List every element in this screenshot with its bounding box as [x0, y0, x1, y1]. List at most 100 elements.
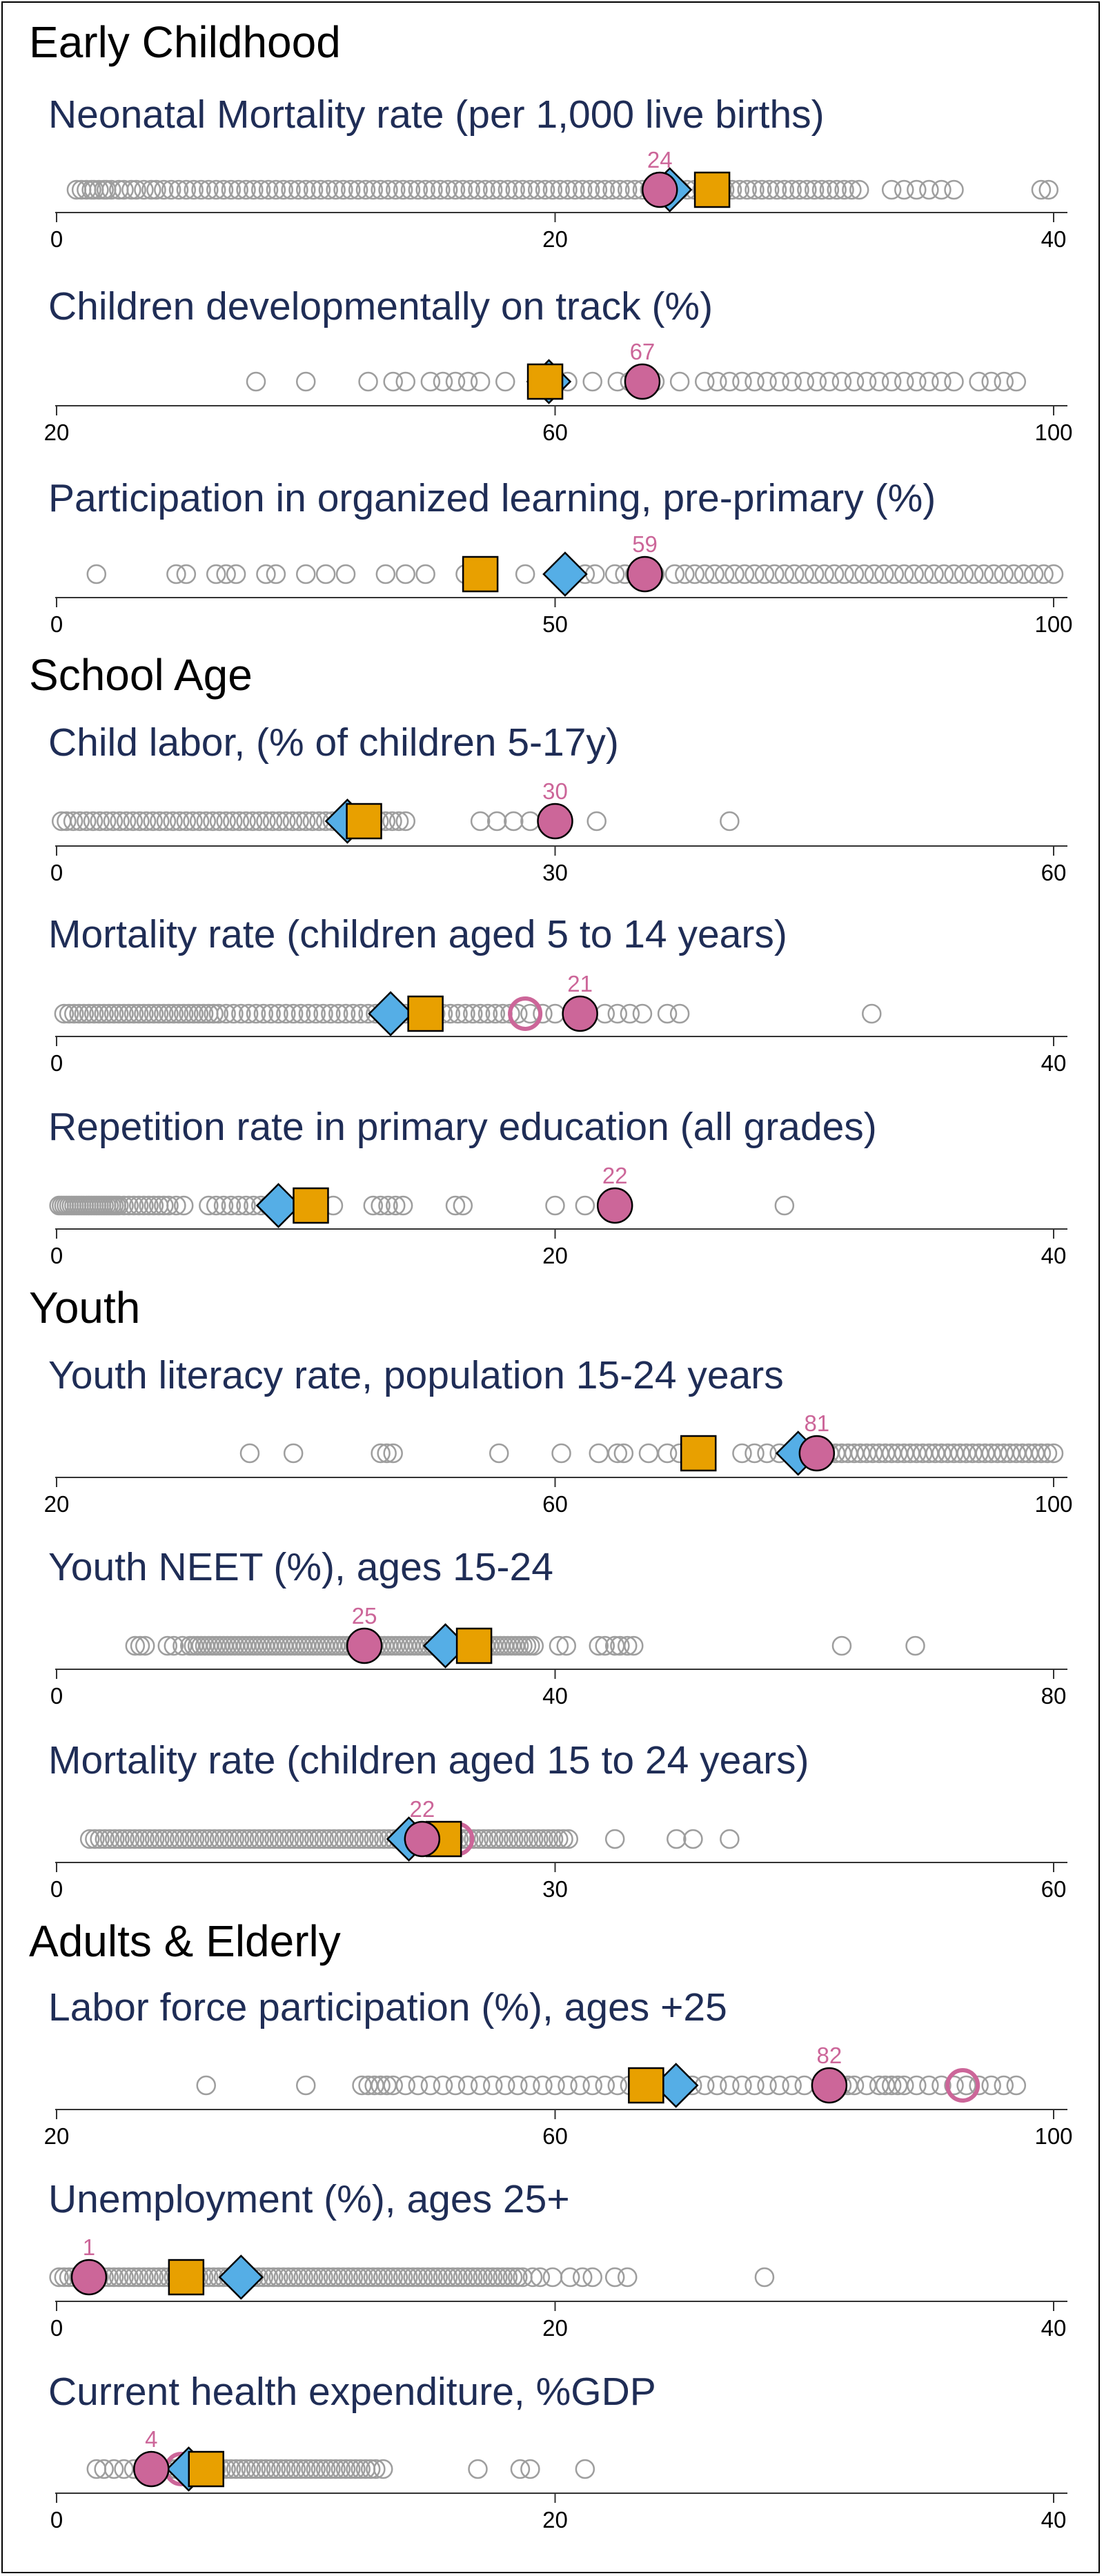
other-country-point [423, 2267, 443, 2288]
other-country-point [226, 2459, 246, 2479]
other-country-point [276, 1003, 296, 1024]
other-country-point [403, 2267, 423, 2288]
other-country-point [497, 2267, 518, 2288]
other-country-point [184, 1003, 204, 1024]
other-country-point [226, 564, 246, 584]
other-country-point [150, 1829, 170, 1849]
other-country-point [1023, 564, 1044, 584]
other-country-point [348, 2267, 368, 2288]
other-country-point [533, 1829, 553, 1849]
other-country-point [529, 1829, 549, 1849]
x-tick-label: 0 [50, 1243, 63, 1268]
other-country-point [343, 2267, 364, 2288]
other-country-point [373, 2267, 393, 2288]
highlight-point [562, 995, 598, 1032]
other-country-point [533, 2075, 553, 2096]
other-country-point [1003, 564, 1024, 584]
other-country-point [146, 179, 166, 200]
other-country-point [523, 1829, 544, 1849]
other-country-point [538, 1829, 559, 1849]
other-country-point [931, 371, 952, 392]
other-country-point [296, 179, 316, 200]
x-tick-label: 0 [50, 2507, 63, 2533]
other-country-point [298, 1003, 319, 1024]
other-country-point [395, 371, 415, 392]
other-country-point [298, 2267, 319, 2288]
other-country-point [520, 179, 540, 200]
other-country-point [894, 564, 914, 584]
other-country-point [176, 811, 197, 832]
other-country-point [341, 2459, 361, 2479]
other-country-point [508, 2267, 528, 2288]
other-country-point [83, 1003, 104, 1024]
other-country-point [1034, 564, 1054, 584]
other-country-point [572, 179, 593, 200]
other-country-point [931, 2075, 952, 2096]
other-country-point [919, 371, 939, 392]
x-tick-label: 40 [1041, 1243, 1067, 1268]
other-country-point [228, 179, 248, 200]
other-country-point [341, 179, 361, 200]
other-country-point [266, 564, 286, 584]
other-country-point [984, 564, 1004, 584]
other-country-point [119, 1195, 139, 1216]
other-country-point [675, 564, 695, 584]
other-country-point [489, 1443, 509, 1464]
other-country-point [331, 2459, 351, 2479]
other-country-point [572, 2267, 593, 2288]
other-country-point [110, 811, 130, 832]
other-country-point [881, 179, 902, 200]
other-country-point [620, 1003, 640, 1024]
other-country-point [509, 1829, 529, 1849]
other-country-point [560, 2267, 580, 2288]
other-country-point [139, 1829, 160, 1849]
other-country-point [881, 371, 902, 392]
other-country-point [919, 2075, 939, 2096]
highlight-point [641, 171, 678, 208]
other-country-point [119, 2267, 139, 2288]
other-country-point [482, 2075, 503, 2096]
other-country-point [284, 1829, 304, 1849]
other-country-point [524, 1635, 544, 1656]
other-country-point [57, 811, 77, 832]
x-tick-label: 40 [1041, 2507, 1067, 2533]
other-country-point [994, 564, 1014, 584]
other-country-point [99, 1003, 119, 1024]
highlight-point [133, 2450, 170, 2488]
other-country-point [90, 811, 110, 832]
other-country-point [99, 1829, 120, 1849]
other-country-point [289, 811, 309, 832]
x-tick-label: 0 [50, 1683, 63, 1709]
other-country-point [303, 2267, 324, 2288]
other-country-point [864, 564, 885, 584]
highlight-value-label: 25 [352, 1603, 377, 1629]
other-country-point [907, 371, 927, 392]
other-country-point [264, 2267, 284, 2288]
other-country-point [250, 179, 271, 200]
other-country-point [49, 2267, 69, 2288]
other-country-point [931, 179, 952, 200]
other-country-point [445, 179, 466, 200]
other-country-point [393, 179, 413, 200]
square-marker [693, 171, 731, 208]
other-country-point [144, 1829, 165, 1849]
other-country-point [333, 2267, 353, 2288]
other-country-point [126, 179, 146, 200]
other-country-point [745, 564, 765, 584]
other-country-point [580, 179, 600, 200]
other-country-point [256, 2459, 276, 2479]
other-country-point [428, 2267, 448, 2288]
other-country-point [242, 811, 263, 832]
other-country-point [1038, 179, 1059, 200]
other-country-point [135, 1635, 155, 1656]
other-country-point [433, 2075, 453, 2096]
other-country-point [382, 811, 402, 832]
other-country-point [831, 371, 852, 392]
other-country-point [144, 1195, 164, 1216]
other-country-point [774, 1195, 795, 1216]
other-country-point [393, 1195, 413, 1216]
other-country-point [585, 564, 605, 584]
x-tick-label: 20 [542, 1243, 568, 1268]
diamond-marker [368, 991, 413, 1036]
other-country-point [707, 371, 727, 392]
